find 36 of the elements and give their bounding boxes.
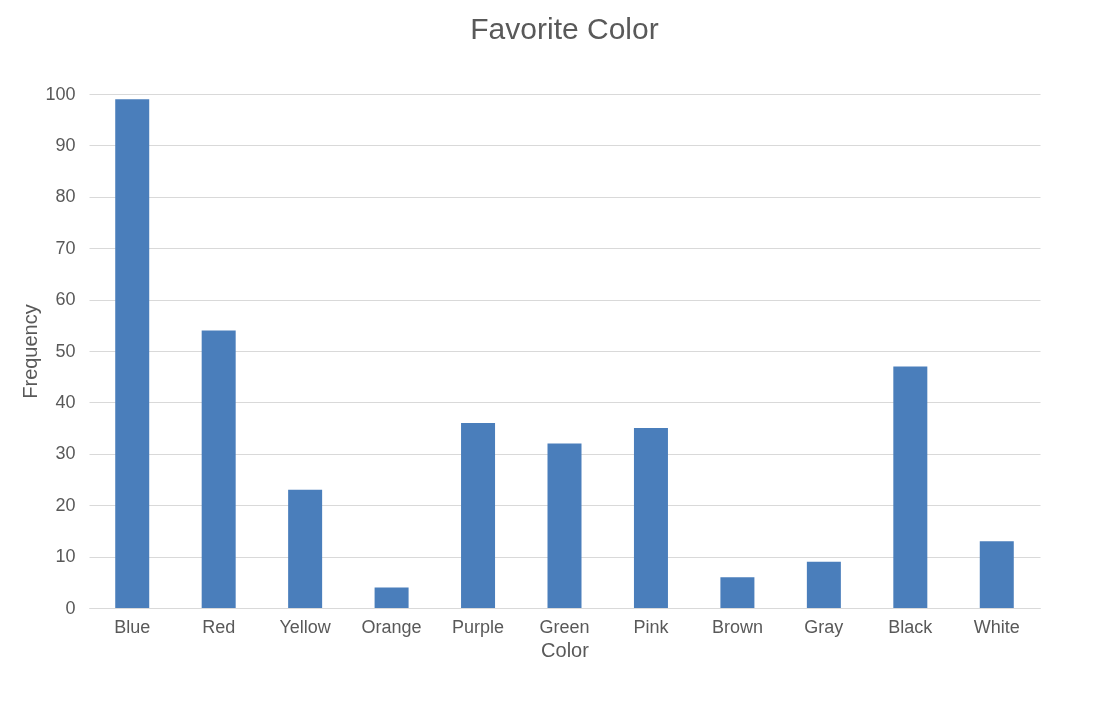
x-tick-label: Yellow bbox=[279, 616, 332, 637]
y-tick-label: 20 bbox=[55, 494, 76, 515]
y-tick-label: 100 bbox=[45, 83, 76, 104]
y-tick-label: 80 bbox=[55, 186, 76, 207]
bar bbox=[720, 577, 755, 608]
x-tick-label: Green bbox=[539, 616, 590, 637]
bar bbox=[115, 99, 150, 608]
chart-title: Favorite Color bbox=[470, 12, 659, 45]
x-tick-label: Brown bbox=[711, 616, 763, 637]
bar bbox=[461, 422, 496, 608]
y-tick-label: 70 bbox=[55, 237, 76, 258]
bar bbox=[633, 428, 668, 608]
x-tick-label: Blue bbox=[114, 616, 151, 637]
y-tick-label: 30 bbox=[55, 443, 76, 464]
x-tick-label: Red bbox=[202, 616, 236, 637]
x-tick-label: Pink bbox=[633, 616, 670, 637]
bar bbox=[201, 330, 236, 608]
y-tick-label: 10 bbox=[55, 546, 76, 567]
y-tick-label: 40 bbox=[55, 391, 76, 412]
y-tick-label: 60 bbox=[55, 289, 76, 310]
y-tick-label: 0 bbox=[65, 597, 76, 618]
bar bbox=[374, 587, 409, 608]
bar bbox=[979, 541, 1014, 608]
bar bbox=[547, 443, 582, 608]
y-tick-label: 90 bbox=[55, 134, 76, 155]
y-tick-label: 50 bbox=[55, 340, 76, 361]
y-axis-title: Frequency bbox=[19, 304, 42, 399]
bar bbox=[893, 366, 928, 608]
x-tick-label: Gray bbox=[804, 616, 844, 637]
x-axis-title: Color bbox=[541, 638, 590, 661]
bar bbox=[806, 561, 841, 608]
x-tick-label: White bbox=[973, 616, 1020, 637]
x-tick-label: Orange bbox=[361, 616, 422, 637]
x-tick-label: Purple bbox=[452, 616, 505, 637]
x-tick-label: Black bbox=[888, 616, 934, 637]
bar bbox=[288, 489, 323, 608]
